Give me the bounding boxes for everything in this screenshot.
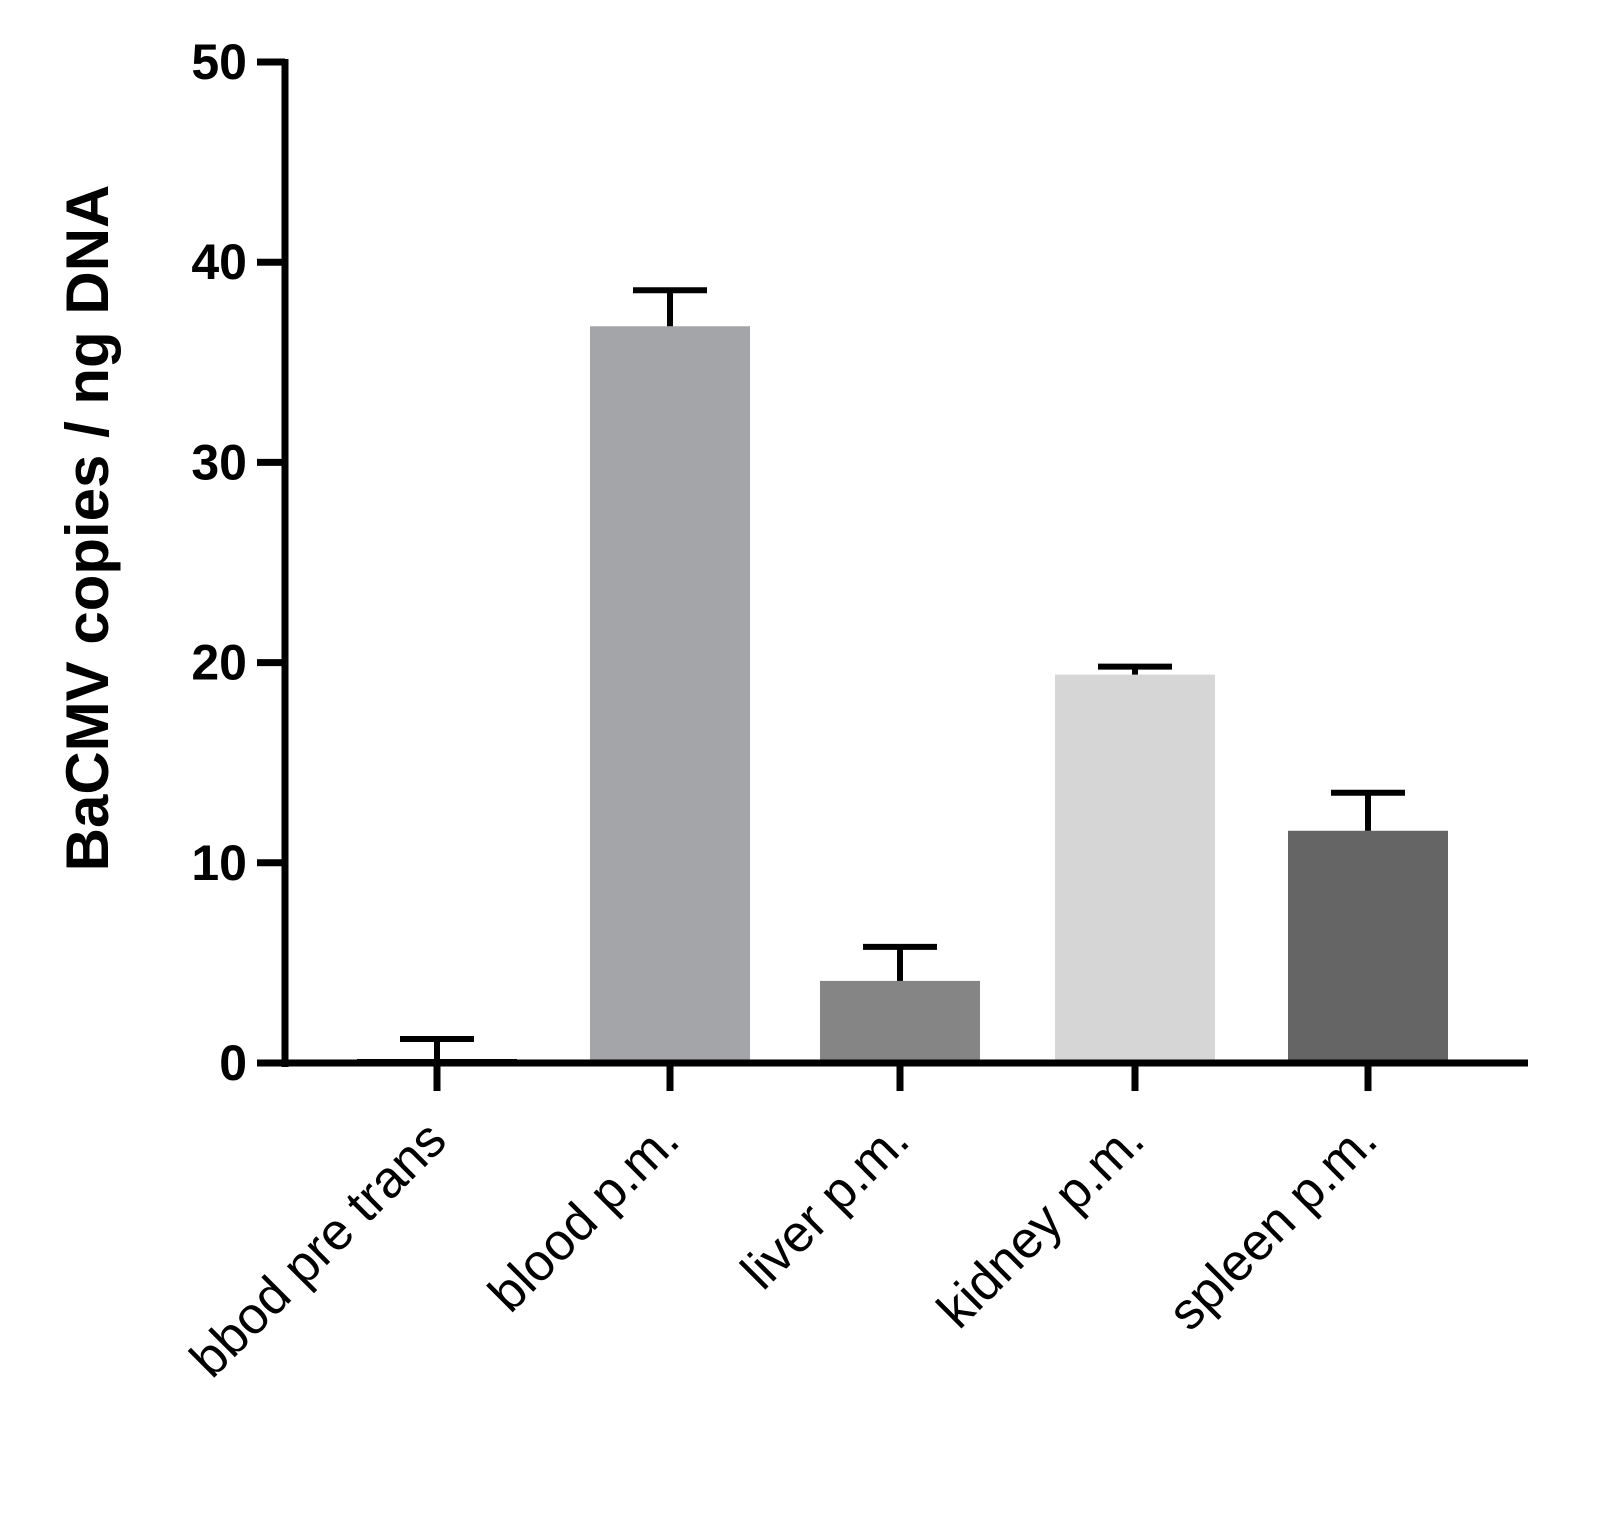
axes-layer xyxy=(257,58,1528,1091)
x-category-label-3: liver p.m. xyxy=(730,1110,920,1300)
error-bars-layer xyxy=(400,287,1405,1059)
x-category-label-2: blood p.m. xyxy=(478,1110,691,1323)
bar-5 xyxy=(1288,830,1448,1063)
y-axis-title: BaCMV copies / ng DNA xyxy=(54,185,121,872)
y-tick-label-30: 30 xyxy=(191,434,247,490)
bar-2 xyxy=(590,326,750,1063)
y-tick-label-40: 40 xyxy=(191,234,247,290)
x-category-label-1: bbod pre trans xyxy=(179,1110,457,1388)
bar-4 xyxy=(1055,674,1215,1063)
y-tick-label-10: 10 xyxy=(191,835,247,891)
y-tick-label-50: 50 xyxy=(191,34,247,90)
x-category-label-5: spleen p.m. xyxy=(1157,1110,1388,1341)
x-category-label-4: kidney p.m. xyxy=(926,1110,1155,1339)
y-tick-label-20: 20 xyxy=(191,635,247,691)
bars-layer xyxy=(357,326,1448,1063)
bar-3 xyxy=(820,980,980,1063)
y-tick-label-0: 0 xyxy=(219,1035,247,1091)
